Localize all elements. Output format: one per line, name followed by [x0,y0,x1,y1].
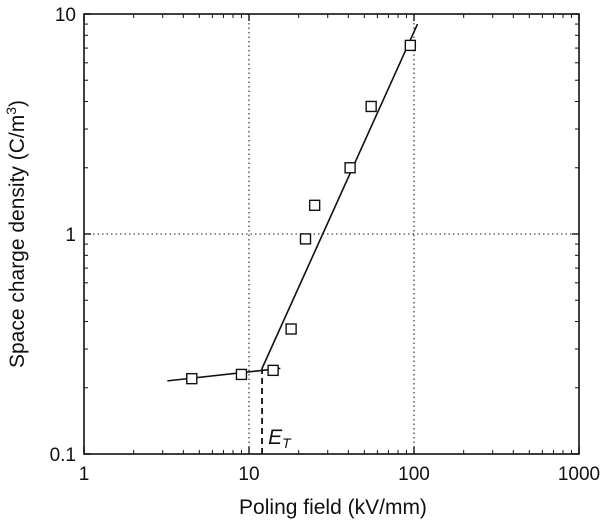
data-point [267,364,279,377]
data-point [285,323,297,335]
data-point [299,233,312,245]
y-tick-label: 0.1 [50,445,76,466]
threshold-label-subscript: T [282,435,292,451]
x-tick-label: 100 [398,464,430,485]
x-tick-label: 1 [79,464,90,485]
data-point [344,162,356,174]
x-tick-label: 10 [238,464,259,485]
data-point [308,199,321,212]
grid-lines [84,14,579,454]
x-axis-title: Poling field (kV/mm) [239,496,427,519]
data-point [186,372,198,385]
y-tick-label: 1 [65,225,76,246]
data-point [235,368,248,381]
data-point [404,39,417,52]
data-points [186,39,417,385]
y-axis-title-close: ) [6,100,29,107]
fit-line [261,23,419,369]
x-tick-label: 1000 [558,464,600,485]
data-point [365,100,377,113]
y-axis-title-superscript: 3 [3,107,19,115]
y-axis-title: Space charge density (C/m3) [3,100,29,368]
y-tick-label: 10 [55,5,76,26]
